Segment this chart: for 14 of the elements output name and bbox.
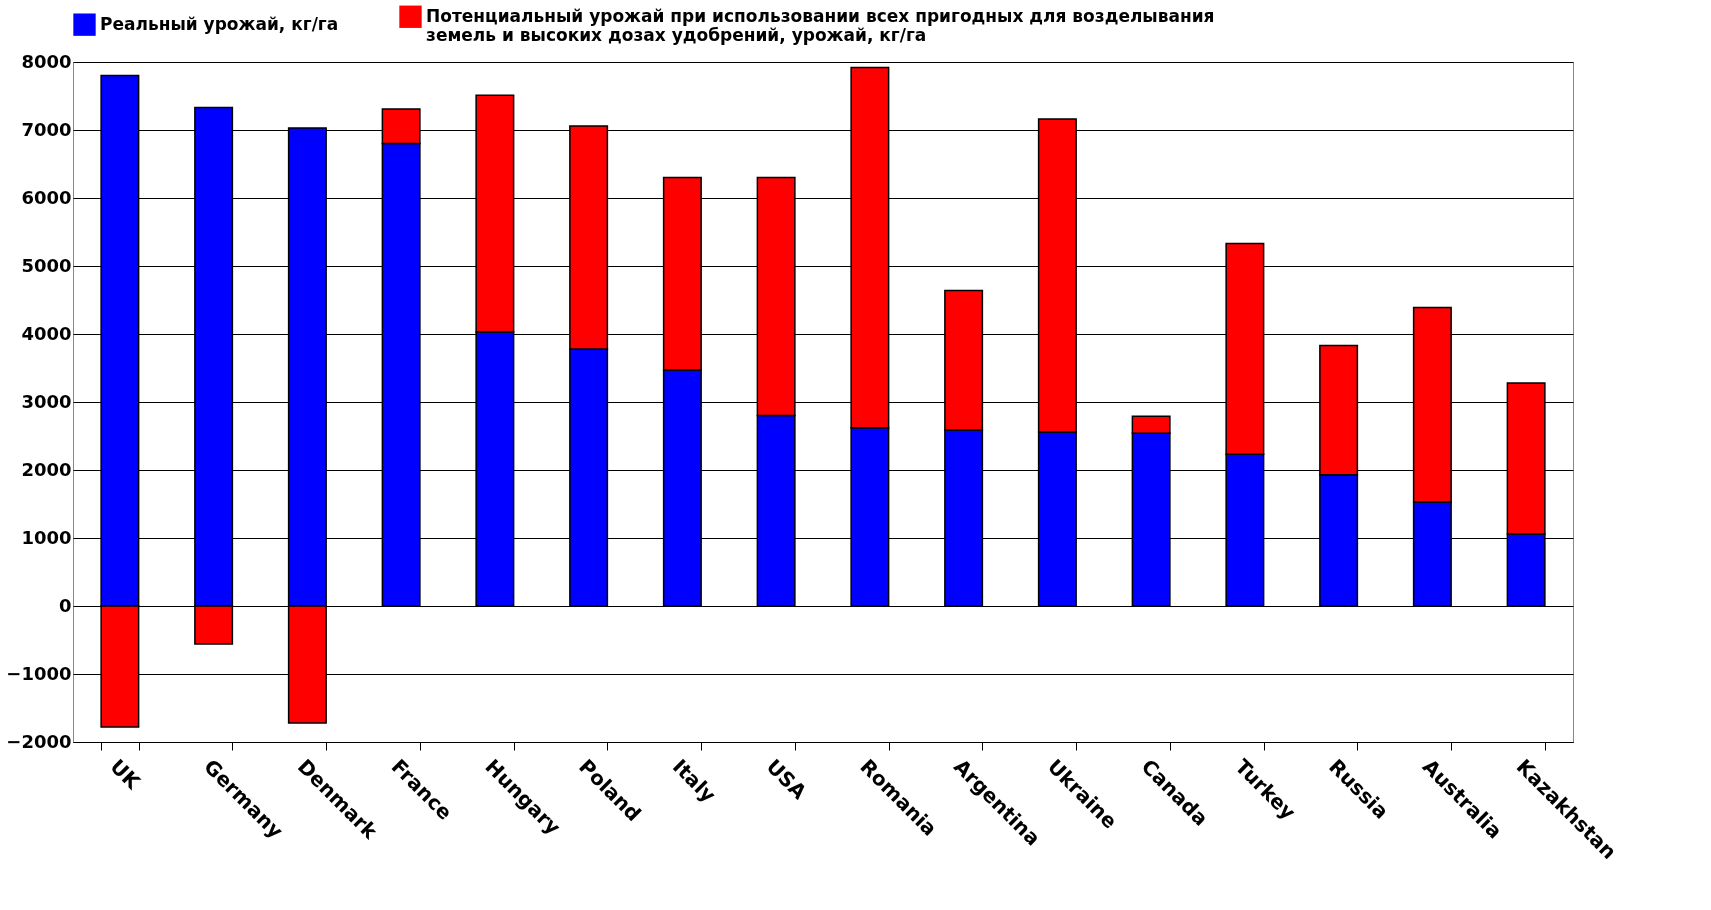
legend-label: Реальный урожай, кг/га: [100, 13, 339, 34]
y-tick-label: 1000: [21, 526, 72, 548]
y-tick-label: −1000: [6, 662, 72, 684]
legend-label: Потенциальный урожай при использовании всех пригодных для возделывания земель и высоких дозах удобрений, урожай, кг/га: [426, 5, 1215, 45]
y-tick-label: 5000: [21, 254, 72, 276]
y-tick-label: −2000: [6, 730, 72, 752]
y-tick-label: 8000: [21, 50, 72, 72]
y-tick-label: 3000: [21, 390, 72, 412]
y-tick-label: 2000: [21, 458, 72, 480]
y-tick-label: 4000: [21, 322, 72, 344]
y-tick-label: 7000: [21, 118, 72, 140]
y-tick-label: 0: [58, 594, 72, 616]
x-tick-label: UK: [105, 754, 146, 795]
y-tick-label: 6000: [21, 186, 72, 208]
